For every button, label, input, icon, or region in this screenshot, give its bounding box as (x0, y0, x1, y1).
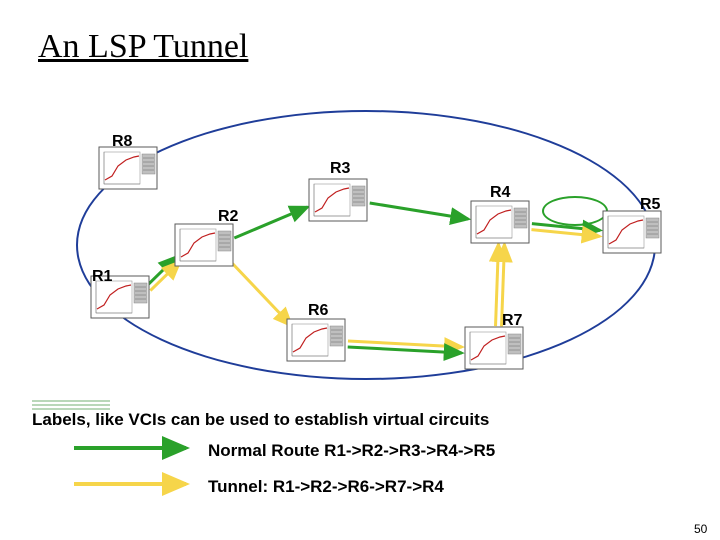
legend-text-1: Tunnel: R1->R2->R6->R7->R4 (208, 477, 444, 497)
legend-arrow-1 (0, 0, 720, 540)
slide-number: 50 (694, 522, 707, 536)
slide: { "title": { "text": "An LSP Tunnel", "x… (0, 0, 720, 540)
